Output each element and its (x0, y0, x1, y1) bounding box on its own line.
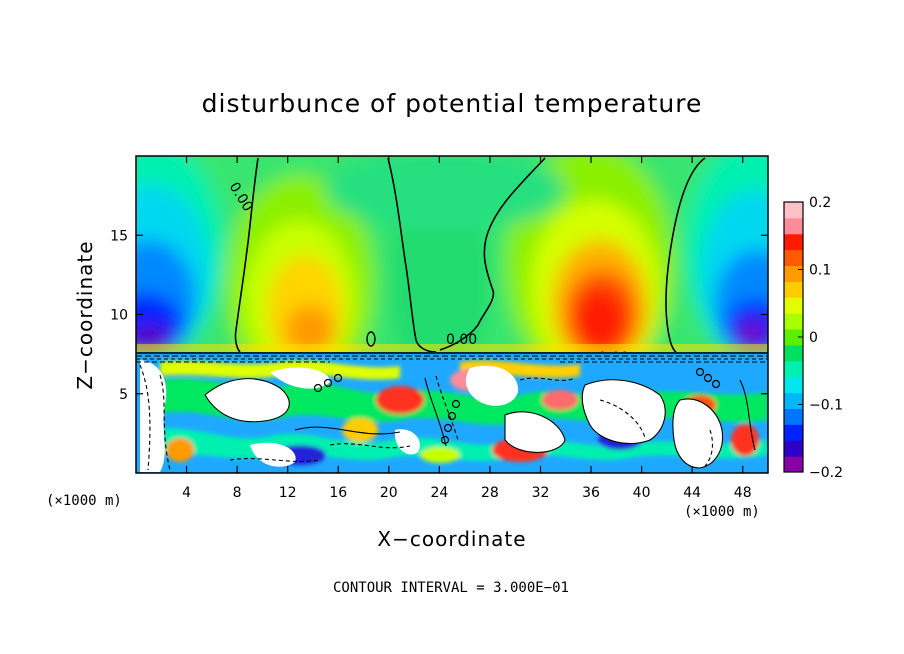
colorbar-swatch (784, 376, 803, 394)
x-unit-label-right: (×1000 m) (684, 504, 760, 520)
y-tick-label: 15 (110, 228, 128, 244)
x-unit-label-left: (×1000 m) (46, 493, 122, 509)
x-tick-label: 28 (481, 485, 499, 501)
colorbar-swatch (784, 233, 803, 251)
colorbar-swatch (784, 408, 803, 425)
colorbar-swatch (784, 344, 803, 362)
upper-layer-field (136, 156, 768, 353)
contour-label: 0.00 (446, 332, 477, 348)
colorbar-tick-label: 0.1 (809, 263, 831, 279)
x-tick-label: 12 (279, 485, 297, 501)
colorbar-swatch (784, 440, 803, 457)
x-tick-label: 40 (633, 485, 651, 501)
colorbar-swatch (784, 217, 803, 235)
colorbar-tick-label: −0.1 (809, 398, 843, 414)
colorbar-swatch (784, 313, 803, 330)
interface-contours (136, 352, 768, 363)
colorbar-tick-label: 0 (809, 330, 818, 346)
colorbar-swatch (784, 281, 803, 298)
contour-loop (366, 331, 376, 347)
chart-title: disturbunce of potential temperature (202, 89, 703, 118)
x-axis-label: X−coordinate (377, 527, 526, 551)
x-tick-label: 16 (329, 485, 347, 501)
colorbar-swatch (784, 424, 803, 441)
x-tick-label: 8 (233, 485, 242, 501)
colorbar (784, 202, 803, 473)
y-tick-label: 5 (119, 387, 128, 403)
contour-interval: CONTOUR INTERVAL = 3.000E−01 (333, 580, 569, 596)
colorbar-tick-label: −0.2 (809, 465, 843, 481)
x-tick-label: 32 (532, 485, 550, 501)
colorbar-swatch (784, 360, 803, 378)
colorbar-swatch (784, 202, 803, 219)
colorbar-swatch (784, 456, 803, 473)
x-tick-label: 24 (430, 485, 448, 501)
colorbar-swatch (784, 329, 803, 346)
colorbar-swatch (784, 249, 803, 267)
lower-layer-field (136, 352, 768, 473)
colorbar-swatch (784, 265, 803, 282)
colorbar-swatch (784, 392, 803, 409)
x-axis-ticks: 4 8 12 16 20 24 28 32 36 40 44 48 (182, 156, 752, 501)
colorbar-ticks: 0.2 0.1 0 −0.1 −0.2 (798, 195, 843, 481)
y-tick-label: 10 (110, 308, 128, 324)
colorbar-tick-label: 0.2 (809, 195, 831, 211)
zero-contours-upper (234, 157, 706, 355)
x-tick-label: 4 (182, 485, 191, 501)
x-tick-label: 44 (683, 485, 701, 501)
x-tick-label: 48 (734, 485, 752, 501)
colorbar-swatch (784, 297, 803, 314)
y-axis-label: Z−coordinate (73, 240, 97, 389)
y-axis-ticks: 5 10 15 (110, 228, 768, 403)
x-tick-label: 20 (380, 485, 398, 501)
x-tick-label: 36 (582, 485, 600, 501)
